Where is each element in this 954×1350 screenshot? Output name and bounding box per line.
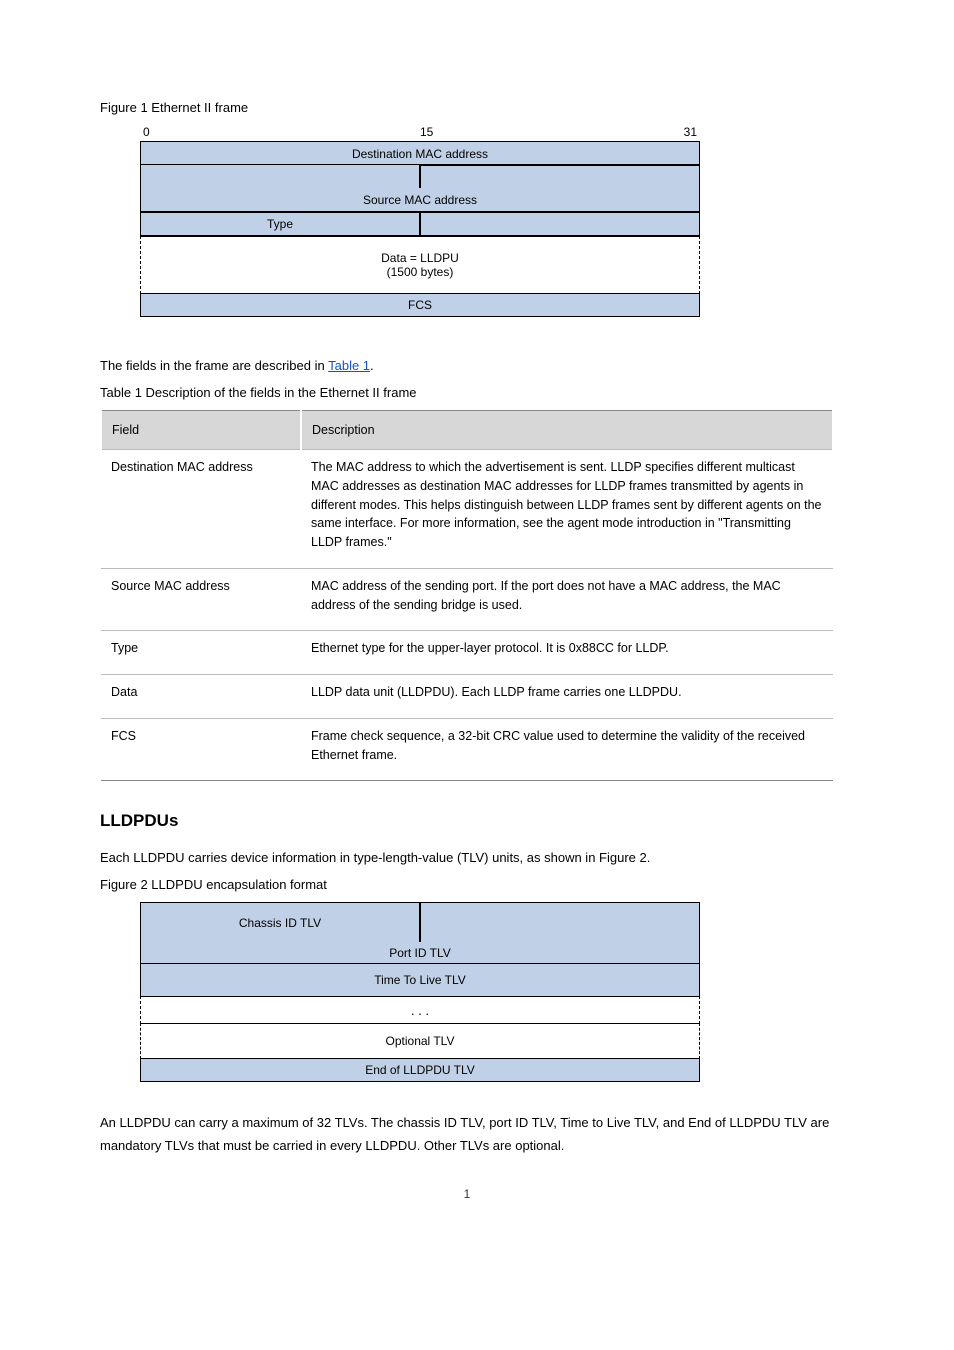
table-row: Source MAC addressMAC address of the sen… bbox=[101, 568, 833, 631]
desc-cell: LLDP data unit (LLDPDU). Each LLDP frame… bbox=[301, 675, 833, 719]
table-row: DataLLDP data unit (LLDPDU). Each LLDP f… bbox=[101, 675, 833, 719]
figure1-caption: Figure 1 Ethernet II frame bbox=[100, 100, 834, 115]
intro-paragraph: The fields in the frame are described in… bbox=[100, 355, 834, 377]
figure2-caption: Figure 2 LLDPDU encapsulation format bbox=[100, 877, 834, 892]
desc-cell: Frame check sequence, a 32-bit CRC value… bbox=[301, 718, 833, 781]
table1-caption: Table 1 Description of the fields in the… bbox=[100, 385, 834, 400]
lldpdu-heading: LLDPDUs bbox=[100, 811, 834, 831]
dest-mac-field: Destination MAC address bbox=[140, 141, 700, 165]
table-row: TypeEthernet type for the upper-layer pr… bbox=[101, 631, 833, 675]
field-cell: Data bbox=[101, 675, 301, 719]
field-cell: Source MAC address bbox=[101, 568, 301, 631]
table-row: Destination MAC addressThe MAC address t… bbox=[101, 450, 833, 569]
col-description: Description bbox=[301, 411, 833, 450]
field-cell: Type bbox=[101, 631, 301, 675]
end-tlv: End of LLDPDU TLV bbox=[140, 1058, 700, 1082]
table-row: FCSFrame check sequence, a 32-bit CRC va… bbox=[101, 718, 833, 781]
fcs-field: FCS bbox=[140, 293, 700, 317]
lldpdu-diagram: Chassis ID TLV Port ID TLV Time To Live … bbox=[140, 902, 700, 1082]
ethernet-frame-diagram: 0 15 31 Destination MAC address Source M… bbox=[140, 125, 700, 317]
ttl-tlv: Time To Live TLV bbox=[140, 963, 700, 997]
field-cell: FCS bbox=[101, 718, 301, 781]
desc-cell: MAC address of the sending port. If the … bbox=[301, 568, 833, 631]
table1-link[interactable]: Table 1 bbox=[328, 358, 370, 373]
src-mac-field: Source MAC address bbox=[140, 188, 700, 212]
port-tlv: Port ID TLV bbox=[140, 942, 700, 964]
src-mac-cont2 bbox=[421, 212, 700, 236]
field-cell: Destination MAC address bbox=[101, 450, 301, 569]
port-tlv-upper bbox=[421, 902, 700, 942]
bit-label-15: 15 bbox=[420, 125, 433, 139]
chassis-tlv: Chassis ID TLV bbox=[140, 902, 421, 942]
footer-paragraph: An LLDPDU can carry a maximum of 32 TLVs… bbox=[100, 1112, 834, 1156]
dest-mac-cont bbox=[140, 164, 421, 188]
desc-cell: The MAC address to which the advertiseme… bbox=[301, 450, 833, 569]
type-field: Type bbox=[140, 212, 421, 236]
field-description-table: Field Description Destination MAC addres… bbox=[100, 410, 834, 781]
page-number: 1 bbox=[100, 1187, 834, 1201]
desc-cell: Ethernet type for the upper-layer protoc… bbox=[301, 631, 833, 675]
lldpdu-paragraph: Each LLDPDU carries device information i… bbox=[100, 847, 834, 869]
optional-tlv: Optional TLV bbox=[140, 1023, 700, 1059]
data-field: Data = LLDPU (1500 bytes) bbox=[140, 236, 700, 294]
bit-label-0: 0 bbox=[143, 125, 150, 139]
src-mac-start bbox=[421, 164, 700, 188]
ellipsis-row: . . . bbox=[140, 996, 700, 1024]
col-field: Field bbox=[101, 411, 301, 450]
bit-label-31: 31 bbox=[684, 125, 697, 139]
